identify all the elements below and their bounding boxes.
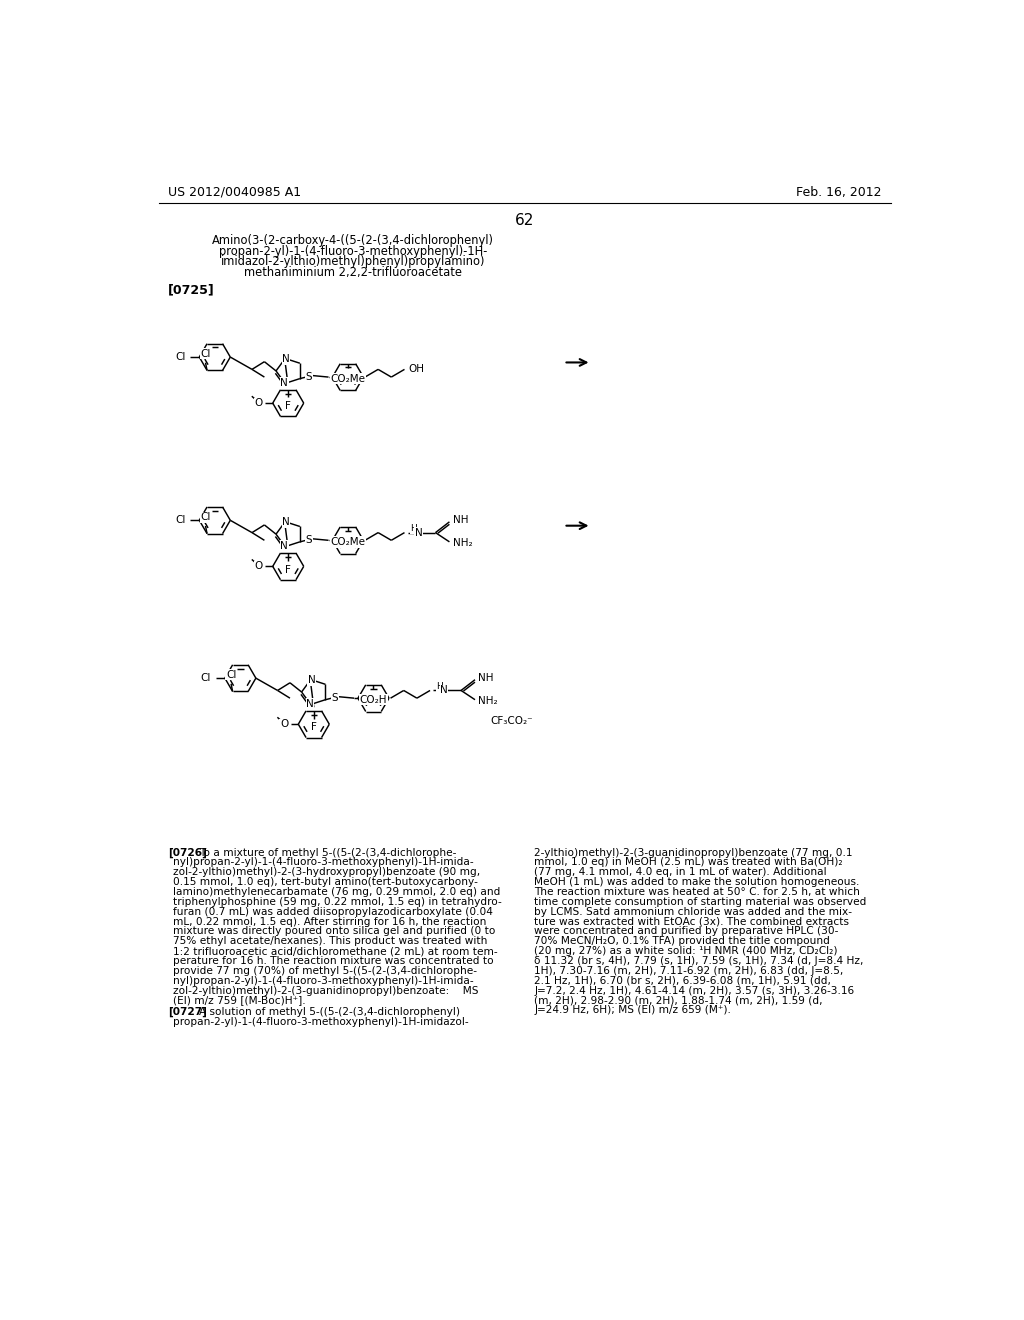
Text: N: N: [281, 541, 288, 550]
Text: 2-ylthio)methyl)-2-(3-guanidinopropyl)benzoate (77 mg, 0.1: 2-ylthio)methyl)-2-(3-guanidinopropyl)be…: [535, 847, 853, 858]
Text: MeOH (1 mL) was added to make the solution homogeneous.: MeOH (1 mL) was added to make the soluti…: [535, 876, 859, 887]
Text: Feb. 16, 2012: Feb. 16, 2012: [796, 186, 882, 199]
Text: Amino(3-(2-carboxy-4-((5-(2-(3,4-dichlorophenyl): Amino(3-(2-carboxy-4-((5-(2-(3,4-dichlor…: [212, 234, 494, 247]
Text: F: F: [311, 722, 316, 733]
Text: 75% ethyl acetate/hexanes). This product was treated with: 75% ethyl acetate/hexanes). This product…: [173, 936, 487, 946]
Text: δ 11.32 (br s, 4H), 7.79 (s, 1H), 7.59 (s, 1H), 7.34 (d, J=8.4 Hz,: δ 11.32 (br s, 4H), 7.79 (s, 1H), 7.59 (…: [535, 956, 863, 966]
Text: F: F: [286, 401, 291, 412]
Text: O: O: [280, 719, 288, 729]
Text: (77 mg, 4.1 mmol, 4.0 eq, in 1 mL of water). Additional: (77 mg, 4.1 mmol, 4.0 eq, in 1 mL of wat…: [535, 867, 826, 878]
Text: (EI) m/z 759 [(M-Boc)H⁺].: (EI) m/z 759 [(M-Boc)H⁺].: [173, 995, 305, 1006]
Text: S: S: [306, 536, 312, 545]
Text: time complete consumption of starting material was observed: time complete consumption of starting ma…: [535, 896, 866, 907]
Text: Cl: Cl: [201, 673, 211, 684]
Text: zol-2-ylthio)methyl)-2-(3-hydroxypropyl)benzoate (90 mg,: zol-2-ylthio)methyl)-2-(3-hydroxypropyl)…: [173, 867, 480, 878]
Text: mixture was directly poured onto silica gel and purified (0 to: mixture was directly poured onto silica …: [173, 927, 496, 936]
Text: J=7.2, 2.4 Hz, 1H), 4.61-4.14 (m, 2H), 3.57 (s, 3H), 3.26-3.16: J=7.2, 2.4 Hz, 1H), 4.61-4.14 (m, 2H), 3…: [535, 986, 854, 995]
Text: (20 mg, 27%) as a white solid: ¹H NMR (400 MHz, CD₂Cl₂): (20 mg, 27%) as a white solid: ¹H NMR (4…: [535, 946, 838, 956]
Text: J=24.9 Hz, 6H); MS (EI) m/z 659 (M⁺).: J=24.9 Hz, 6H); MS (EI) m/z 659 (M⁺).: [535, 1006, 731, 1015]
Text: N: N: [282, 354, 290, 364]
Text: NH: NH: [478, 673, 494, 684]
Text: [0726]: [0726]: [168, 847, 207, 858]
Text: [0727]: [0727]: [168, 1007, 207, 1016]
Text: mL, 0.22 mmol, 1.5 eq). After stirring for 16 h, the reaction: mL, 0.22 mmol, 1.5 eq). After stirring f…: [173, 916, 486, 927]
Text: zol-2-ylthio)methyl)-2-(3-guanidinopropyl)benzoate:    MS: zol-2-ylthio)methyl)-2-(3-guanidinopropy…: [173, 986, 478, 995]
Text: propan-2-yl)-1-(4-fluoro-3-methoxyphenyl)-1H-: propan-2-yl)-1-(4-fluoro-3-methoxyphenyl…: [218, 244, 487, 257]
Text: nyl)propan-2-yl)-1-(4-fluoro-3-methoxyphenyl)-1H-imida-: nyl)propan-2-yl)-1-(4-fluoro-3-methoxyph…: [173, 858, 473, 867]
Text: O: O: [254, 399, 262, 408]
Text: 1:2 trifluoroacetic acid/dichloromethane (2 mL) at room tem-: 1:2 trifluoroacetic acid/dichloromethane…: [173, 946, 498, 956]
Text: CO₂Me: CO₂Me: [331, 374, 366, 384]
Text: NH₂: NH₂: [453, 539, 472, 548]
Text: were concentrated and purified by preparative HPLC (30-: were concentrated and purified by prepar…: [535, 927, 839, 936]
Text: Cl: Cl: [226, 671, 237, 680]
Text: (m, 2H), 2.98-2.90 (m, 2H), 1.88-1.74 (m, 2H), 1.59 (d,: (m, 2H), 2.98-2.90 (m, 2H), 1.88-1.74 (m…: [535, 995, 822, 1006]
Text: lamino)methylenecarbamate (76 mg, 0.29 mmol, 2.0 eq) and: lamino)methylenecarbamate (76 mg, 0.29 m…: [173, 887, 501, 898]
Text: NH: NH: [453, 515, 468, 525]
Text: Cl: Cl: [201, 512, 211, 523]
Text: N: N: [415, 528, 422, 537]
Text: N: N: [307, 676, 315, 685]
Text: [0725]: [0725]: [168, 284, 215, 296]
Text: 1H), 7.30-7.16 (m, 2H), 7.11-6.92 (m, 2H), 6.83 (dd, J=8.5,: 1H), 7.30-7.16 (m, 2H), 7.11-6.92 (m, 2H…: [535, 966, 844, 975]
Text: Cl: Cl: [175, 515, 185, 525]
Text: N: N: [306, 698, 313, 709]
Text: provide 77 mg (70%) of methyl 5-((5-(2-(3,4-dichlorophe-: provide 77 mg (70%) of methyl 5-((5-(2-(…: [173, 966, 477, 975]
Text: imidazol-2-ylthio)methyl)phenyl)propylamino): imidazol-2-ylthio)methyl)phenyl)propylam…: [220, 256, 485, 268]
Text: perature for 16 h. The reaction mixture was concentrated to: perature for 16 h. The reaction mixture …: [173, 956, 494, 966]
Text: triphenylphosphine (59 mg, 0.22 mmol, 1.5 eq) in tetrahydro-: triphenylphosphine (59 mg, 0.22 mmol, 1.…: [173, 896, 502, 907]
Text: N: N: [281, 378, 288, 388]
Text: F: F: [286, 565, 291, 574]
Text: furan (0.7 mL) was added diisopropylazodicarboxylate (0.04: furan (0.7 mL) was added diisopropylazod…: [173, 907, 493, 916]
Text: 62: 62: [515, 213, 535, 228]
Text: CO₂H: CO₂H: [359, 694, 387, 705]
Text: O: O: [254, 561, 262, 572]
Text: 2.1 Hz, 1H), 6.70 (br s, 2H), 6.39-6.08 (m, 1H), 5.91 (dd,: 2.1 Hz, 1H), 6.70 (br s, 2H), 6.39-6.08 …: [535, 975, 830, 986]
Text: N: N: [282, 517, 290, 528]
Text: OH: OH: [409, 364, 424, 375]
Text: H: H: [436, 682, 442, 692]
Text: ture was extracted with EtOAc (3x). The combined extracts: ture was extracted with EtOAc (3x). The …: [535, 916, 849, 927]
Text: CO₂Me: CO₂Me: [331, 537, 366, 546]
Text: NH₂: NH₂: [478, 696, 498, 706]
Text: nyl)propan-2-yl)-1-(4-fluoro-3-methoxyphenyl)-1H-imida-: nyl)propan-2-yl)-1-(4-fluoro-3-methoxyph…: [173, 975, 473, 986]
Text: mmol, 1.0 eq) in MeOH (2.5 mL) was treated with Ba(OH)₂: mmol, 1.0 eq) in MeOH (2.5 mL) was treat…: [535, 858, 843, 867]
Text: by LCMS. Satd ammonium chloride was added and the mix-: by LCMS. Satd ammonium chloride was adde…: [535, 907, 852, 916]
Text: N: N: [440, 685, 447, 696]
Text: 0.15 mmol, 1.0 eq), tert-butyl amino(tert-butoxycarbony-: 0.15 mmol, 1.0 eq), tert-butyl amino(ter…: [173, 876, 478, 887]
Text: H: H: [411, 524, 417, 533]
Text: methaniminium 2,2,2-trifluoroacetate: methaniminium 2,2,2-trifluoroacetate: [244, 267, 462, 280]
Text: The reaction mixture was heated at 50° C. for 2.5 h, at which: The reaction mixture was heated at 50° C…: [535, 887, 860, 898]
Text: A solution of methyl 5-((5-(2-(3,4-dichlorophenyl): A solution of methyl 5-((5-(2-(3,4-dichl…: [200, 1007, 461, 1016]
Text: S: S: [332, 693, 338, 704]
Text: 70% MeCN/H₂O, 0.1% TFA) provided the title compound: 70% MeCN/H₂O, 0.1% TFA) provided the tit…: [535, 936, 830, 946]
Text: US 2012/0040985 A1: US 2012/0040985 A1: [168, 186, 301, 199]
Text: propan-2-yl)-1-(4-fluoro-3-methoxyphenyl)-1H-imidazol-: propan-2-yl)-1-(4-fluoro-3-methoxyphenyl…: [173, 1016, 469, 1027]
Text: Cl: Cl: [201, 348, 211, 359]
Text: S: S: [306, 372, 312, 381]
Text: To a mixture of methyl 5-((5-(2-(3,4-dichlorophe-: To a mixture of methyl 5-((5-(2-(3,4-dic…: [200, 847, 457, 858]
Text: CF₃CO₂⁻: CF₃CO₂⁻: [490, 717, 534, 726]
Text: Cl: Cl: [175, 352, 185, 362]
